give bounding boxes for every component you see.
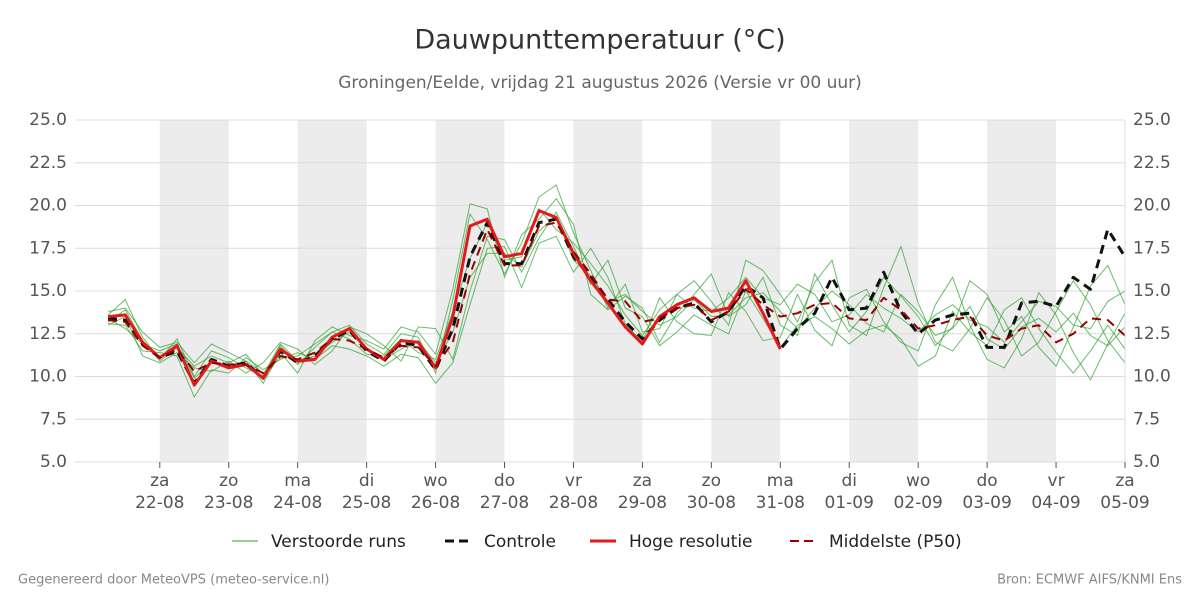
y2-tick-label: 10.0	[1133, 367, 1171, 387]
y-tick-label: 12.5	[29, 324, 67, 344]
plot-lines	[107, 184, 1127, 399]
x-tick-label: 05-09	[1100, 493, 1149, 513]
x-tick-label: vr	[565, 471, 582, 491]
legend-label: Hoge resolutie	[629, 532, 753, 552]
y2-tick-label: 17.5	[1133, 238, 1171, 258]
y-tick-label: 17.5	[29, 238, 67, 258]
ensemble-line	[107, 211, 1126, 374]
x-tick-label: wo	[423, 471, 447, 491]
x-tick-label: do	[977, 471, 998, 491]
y-tick-label: 22.5	[29, 153, 67, 173]
x-tick-label: wo	[906, 471, 930, 491]
x-tick-label: 28-08	[549, 493, 598, 513]
y2-tick-label: 22.5	[1133, 153, 1171, 173]
x-tick-label: 23-08	[204, 493, 253, 513]
y-tick-label: 7.5	[40, 409, 67, 429]
legend-label: Controle	[484, 532, 556, 552]
ensemble-line	[107, 214, 1126, 376]
x-tick-label: 03-09	[962, 493, 1011, 513]
y2-tick-label: 5.0	[1133, 452, 1160, 472]
x-tick-label: 30-08	[687, 493, 736, 513]
x-tick-label: 27-08	[480, 493, 529, 513]
grid	[75, 119, 1125, 463]
y-tick-label: 20.0	[29, 196, 67, 216]
x-tick-label: do	[494, 471, 515, 491]
x-tick-label: 22-08	[135, 493, 184, 513]
footer-left: Gegenereerd door MeteoVPS (meteo-service…	[18, 573, 329, 588]
y2-tick-label: 25.0	[1133, 110, 1171, 130]
chart-subtitle: Groningen/Eelde, vrijdag 21 augustus 202…	[338, 73, 862, 93]
x-tick-label: zo	[219, 471, 238, 491]
x-tick-label: 25-08	[342, 493, 391, 513]
x-tick-label: ma	[767, 471, 794, 491]
y2-tick-label: 20.0	[1133, 196, 1171, 216]
y-tick-label: 25.0	[29, 110, 67, 130]
y-tick-label: 10.0	[29, 367, 67, 387]
x-tick-label: 31-08	[756, 493, 805, 513]
x-tick-label: 04-09	[1031, 493, 1080, 513]
x-tick-label: zo	[702, 471, 721, 491]
legend-label: Verstoorde runs	[271, 532, 406, 552]
y2-tick-label: 12.5	[1133, 324, 1171, 344]
x-tick-label: 26-08	[411, 493, 460, 513]
y2-tick-label: 15.0	[1133, 281, 1171, 301]
legend-label: Middelste (P50)	[829, 532, 962, 552]
x-tick-label: 02-09	[893, 493, 942, 513]
x-tick-label: za	[150, 471, 169, 491]
y2-tick-label: 7.5	[1133, 409, 1160, 429]
legend: Verstoorde runs Controle Hoge resolutie Mid…	[232, 532, 962, 552]
x-tick-label: vr	[1048, 471, 1065, 491]
x-tick-label: di	[841, 471, 857, 491]
x-tick-label: ma	[284, 471, 311, 491]
ensemble-line	[107, 184, 1126, 378]
footer-right: Bron: ECMWF AIFS/KNMI Ens	[997, 573, 1182, 588]
x-tick-label: za	[1115, 471, 1134, 491]
x-tick-label: za	[633, 471, 652, 491]
x-tick-label: 29-08	[618, 493, 667, 513]
axes: 5.0 5.0 7.5 7.5 10.0 10.0 12.5 12.5 15.0 15.0 17.5…	[29, 110, 1171, 513]
y-tick-label: 15.0	[29, 281, 67, 301]
series-line	[108, 221, 1126, 375]
chart-title: Dauwpunttemperatuur (°C)	[414, 25, 785, 56]
x-tick-label: 01-09	[825, 493, 874, 513]
x-tick-label: di	[359, 471, 375, 491]
x-tick-label: 24-08	[273, 493, 322, 513]
y-tick-label: 5.0	[40, 452, 67, 472]
